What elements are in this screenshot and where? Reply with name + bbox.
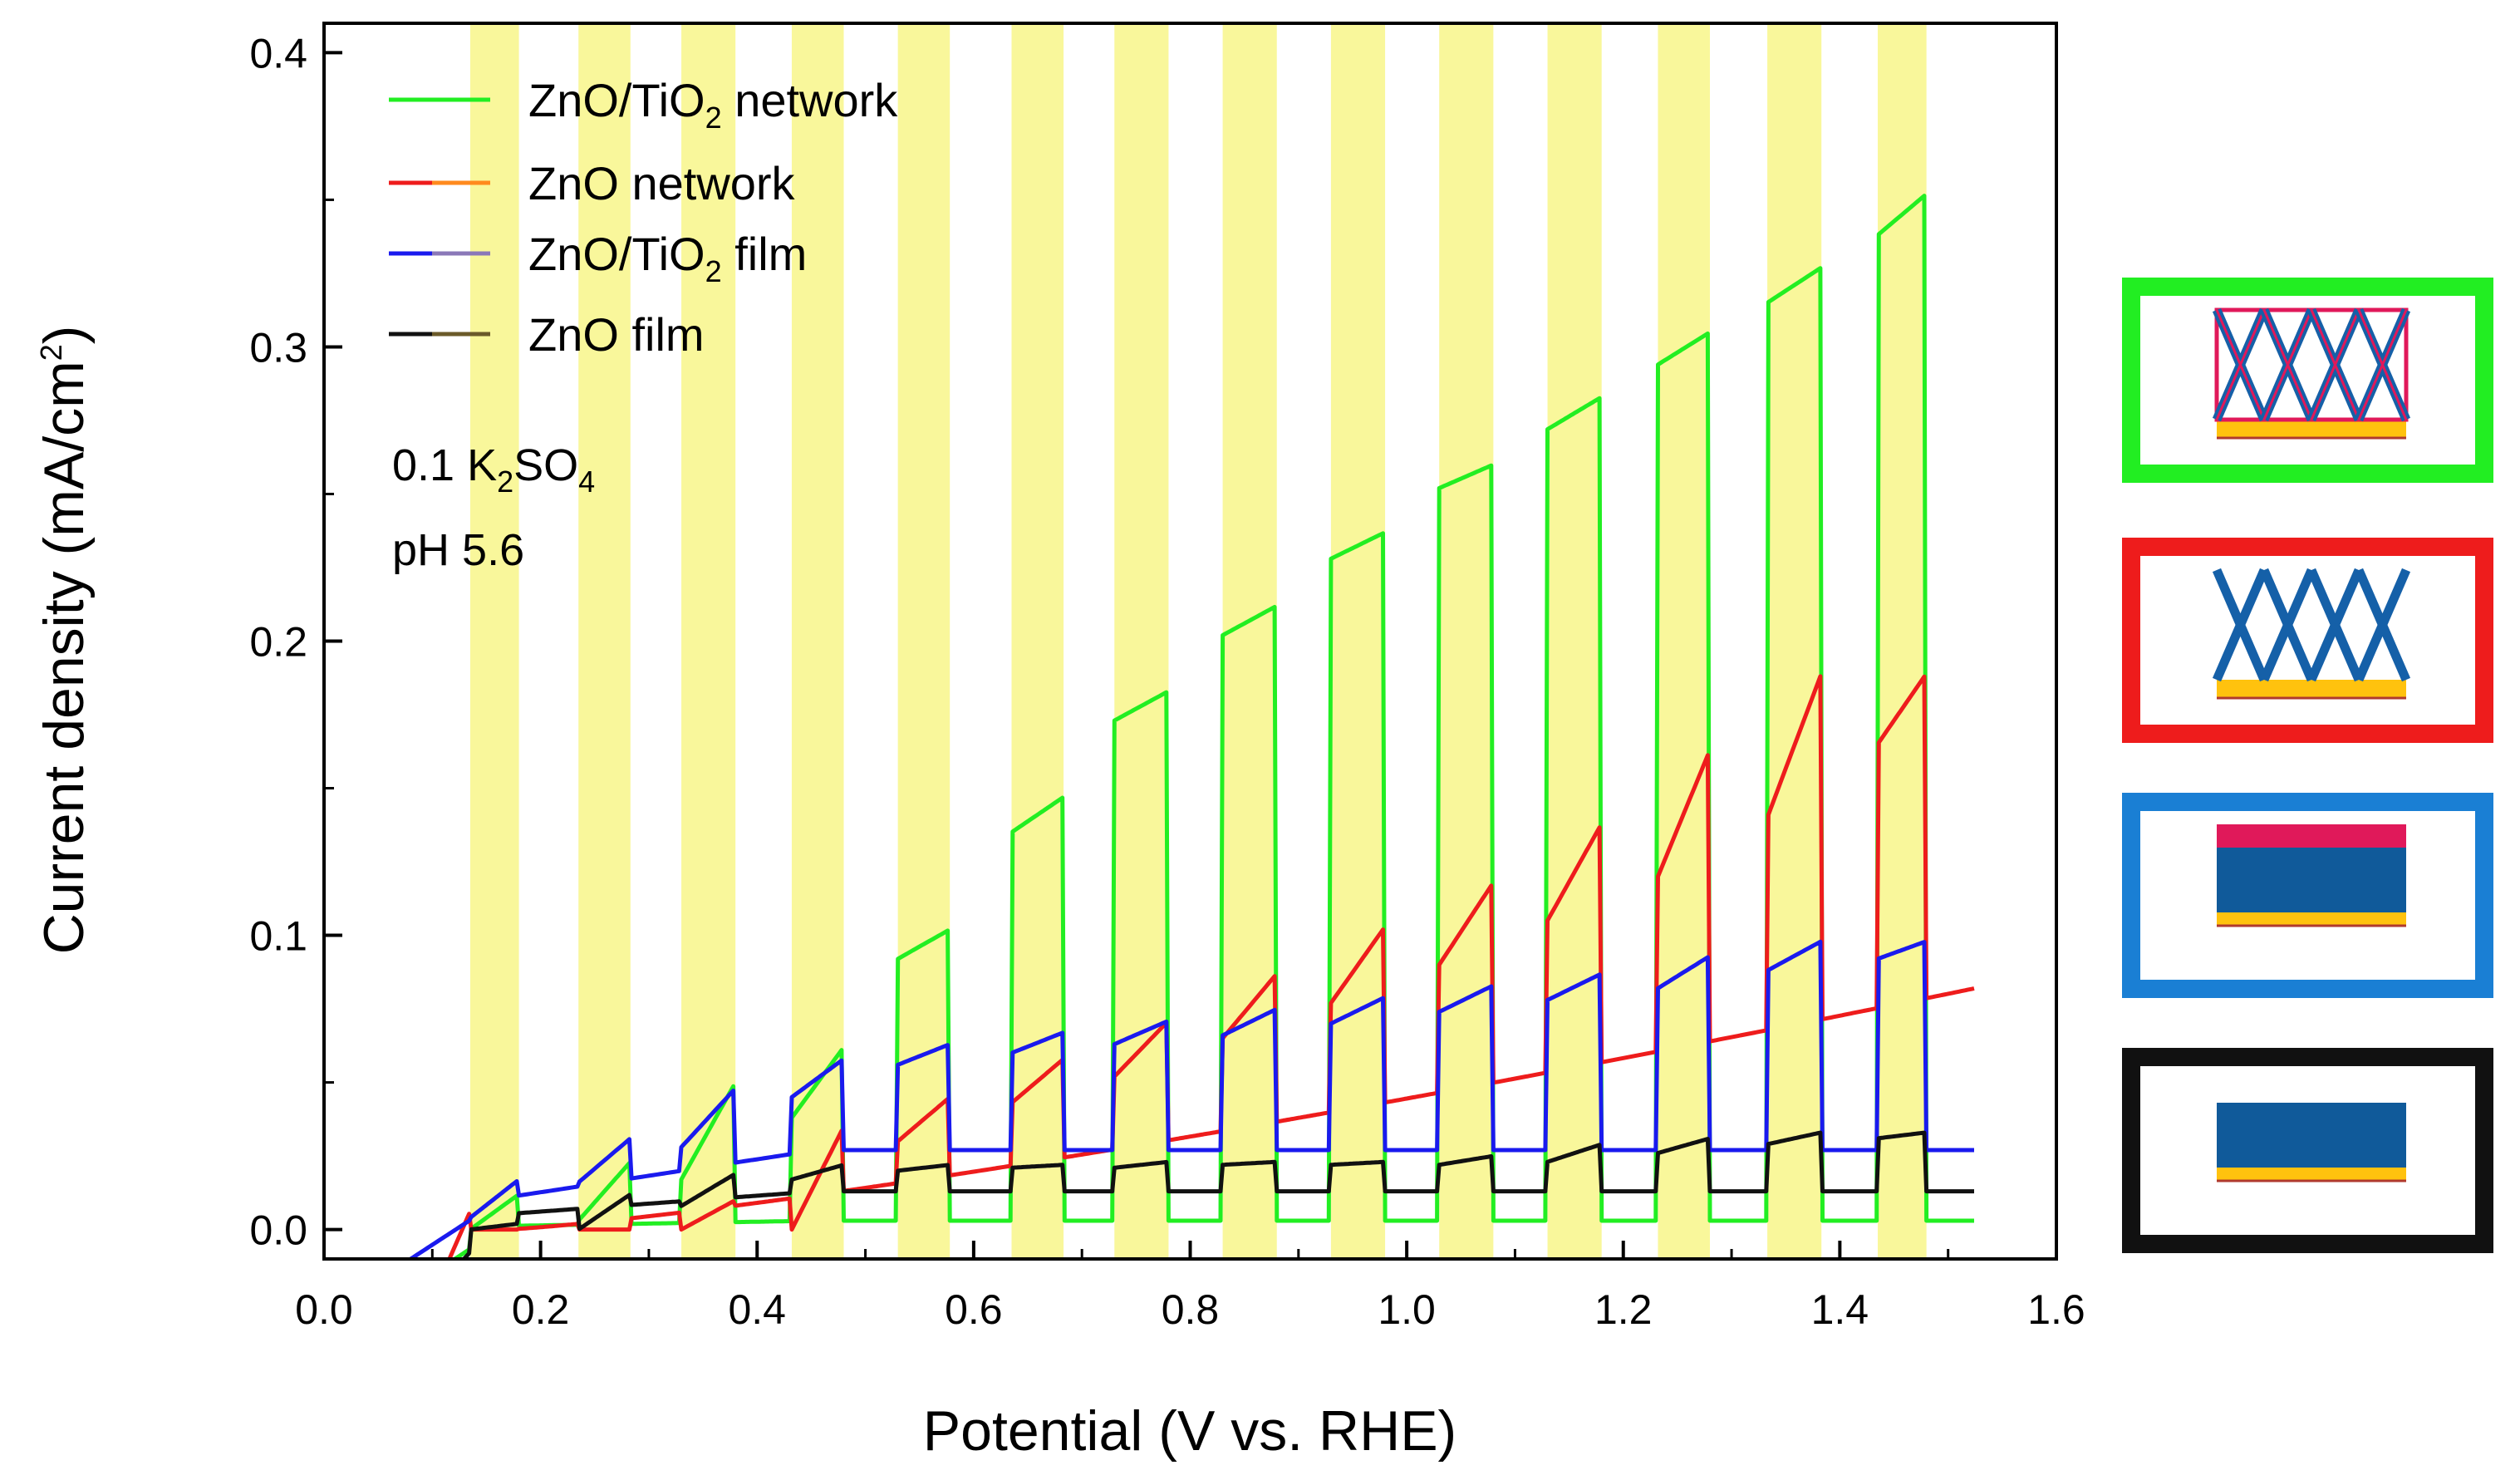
x-tick-label: 0.2 bbox=[512, 1286, 570, 1333]
film-layer bbox=[2217, 1103, 2406, 1168]
annotation-part: 2 bbox=[497, 465, 513, 499]
annotation-part: pH 5.6 bbox=[392, 525, 524, 575]
x-tick-label: 0.4 bbox=[728, 1286, 786, 1333]
x-tick-label: 0.6 bbox=[945, 1286, 1003, 1333]
series-line-4 bbox=[461, 1130, 1974, 1259]
y-axis-title-superscript: 2 bbox=[34, 344, 68, 361]
legend-label-1: ZnO/TiO2 network bbox=[528, 74, 898, 135]
series-line-1 bbox=[451, 194, 1974, 1259]
annotation-part: SO bbox=[513, 440, 578, 490]
x-axis: 0.0 0.2 0.4 0.6 0.8 1.0 1.2 1.4 1.6 bbox=[295, 1241, 2085, 1333]
network-coating bbox=[2262, 309, 2313, 420]
y-tick-label: 0.1 bbox=[249, 913, 307, 960]
light-band-6 bbox=[1011, 23, 1064, 1259]
substrate-layer bbox=[2217, 420, 2406, 438]
data-curves bbox=[409, 194, 1975, 1259]
y-axis-title-main: Current density (mA/cm bbox=[32, 361, 96, 954]
light-band-1 bbox=[469, 23, 519, 1259]
legend-label-part: ZnO/TiO bbox=[528, 74, 705, 126]
y-axis-title: Current density (mA/cm2) bbox=[32, 326, 96, 955]
light-band-8 bbox=[1222, 23, 1277, 1259]
legend-label-part: film bbox=[722, 228, 808, 280]
legend-label-2: ZnO network bbox=[528, 157, 796, 209]
network-strut bbox=[2306, 568, 2364, 682]
light-band-14 bbox=[1877, 23, 1927, 1259]
x-tick-label: 1.4 bbox=[1811, 1286, 1869, 1333]
light-band-10 bbox=[1439, 23, 1494, 1259]
schematic-1 bbox=[2122, 278, 2493, 483]
light-band-4 bbox=[791, 23, 844, 1259]
network-coating bbox=[2215, 309, 2266, 420]
substrate-layer bbox=[2217, 1168, 2406, 1181]
substrate-layer bbox=[2217, 912, 2406, 926]
y-axis: 0.0 0.1 0.2 0.3 0.4 bbox=[249, 30, 342, 1254]
schematic-2 bbox=[2122, 538, 2493, 743]
legend-label-part: ZnO film bbox=[528, 308, 705, 361]
y-tick-label: 0.3 bbox=[249, 324, 307, 371]
y-tick-label: 0.4 bbox=[249, 30, 307, 76]
network-coating bbox=[2310, 309, 2360, 420]
light-band-7 bbox=[1114, 23, 1169, 1259]
annotation-part: 4 bbox=[578, 465, 595, 499]
y-tick-label: 0.2 bbox=[249, 619, 307, 666]
schematic-frame bbox=[2122, 1048, 2493, 1253]
x-tick-label: 1.2 bbox=[1594, 1286, 1653, 1333]
coating-layer bbox=[2217, 824, 2406, 848]
schematic-panel bbox=[2122, 278, 2493, 1253]
legend-label-part: ZnO/TiO bbox=[528, 228, 705, 280]
schematic-3 bbox=[2122, 793, 2493, 998]
y-axis-title-close: ) bbox=[32, 326, 96, 345]
annotations: 0.1 K2SO4 pH 5.6 bbox=[392, 440, 595, 575]
legend-label-4: ZnO film bbox=[528, 308, 705, 361]
light-band-3 bbox=[681, 23, 736, 1259]
series-line-3 bbox=[409, 939, 1974, 1259]
light-band-11 bbox=[1547, 23, 1602, 1259]
light-band-2 bbox=[578, 23, 631, 1259]
schematic-4 bbox=[2122, 1048, 2493, 1253]
x-axis-title: Potential (V vs. RHE) bbox=[923, 1399, 1456, 1463]
network-strut bbox=[2212, 568, 2269, 682]
light-band-12 bbox=[1658, 23, 1710, 1259]
y-tick-label: 0.0 bbox=[249, 1207, 307, 1254]
network-coating bbox=[2357, 309, 2408, 420]
annotation-2: pH 5.6 bbox=[392, 525, 524, 575]
substrate-layer bbox=[2217, 680, 2406, 698]
film-layer bbox=[2217, 848, 2406, 912]
x-tick-label: 1.6 bbox=[2027, 1286, 2085, 1333]
network-strut bbox=[2354, 568, 2411, 682]
series-line-2 bbox=[447, 674, 1975, 1259]
light-band-13 bbox=[1767, 23, 1822, 1259]
x-tick-label: 0.0 bbox=[295, 1286, 353, 1333]
x-tick-label: 0.8 bbox=[1162, 1286, 1220, 1333]
legend-label-part: 2 bbox=[705, 254, 722, 288]
legend-label-part: ZnO network bbox=[528, 157, 796, 209]
light-band-5 bbox=[897, 23, 951, 1259]
x-tick-label: 1.0 bbox=[1378, 1286, 1436, 1333]
annotation-part: 0.1 K bbox=[392, 440, 497, 490]
annotation-1: 0.1 K2SO4 bbox=[392, 440, 595, 499]
legend-label-part: 2 bbox=[705, 101, 722, 135]
legend-label-part: network bbox=[722, 74, 899, 126]
light-band-9 bbox=[1330, 23, 1386, 1259]
network-strut bbox=[2259, 568, 2316, 682]
legend-label-3: ZnO/TiO2 film bbox=[528, 228, 807, 288]
